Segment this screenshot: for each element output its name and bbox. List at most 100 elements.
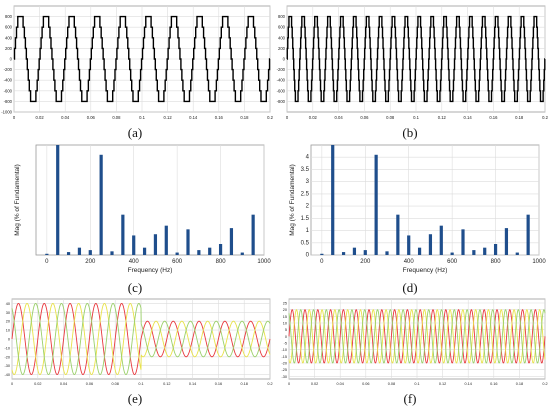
y-tick-label: -40: [5, 373, 11, 377]
bar: [142, 247, 147, 255]
chart-f: 0 0.02 0.04 0.06 0.08 0.1 0.12 0.14 0.16 0.18 0.2 2…: [275, 296, 550, 391]
x-tick-label: 0.08: [112, 382, 119, 386]
y-tick-label: -400: [277, 78, 286, 83]
y-tick-label: 15: [283, 315, 287, 319]
y-tick-label: 40: [6, 302, 10, 306]
chart-d-svg: 0 200 400 600 800 1000 4 3.5 3 2.5 2 1.5 1 0.5 0 Freque…: [289, 144, 546, 274]
x-tick-label: 0.1: [139, 115, 145, 120]
y-tick-label: -30: [5, 364, 11, 368]
chart-f-svg: 0 0.02 0.04 0.06 0.08 0.1 0.12 0.14 0.16 0.18 0.2 2…: [282, 298, 548, 386]
y-tick-label: 400: [278, 35, 286, 40]
bar: [66, 252, 71, 255]
y-tick-label: 20: [6, 320, 10, 324]
x-tick-label: 0: [11, 382, 13, 386]
y-tick-label: 0: [8, 338, 10, 342]
y-tick-label: 10: [6, 329, 10, 333]
x-tick-label: 0.02: [309, 115, 318, 120]
y-tick-label: -10: [5, 346, 11, 350]
bar: [99, 154, 103, 255]
bar: [331, 145, 335, 255]
x-tick-label: 0.16: [489, 115, 498, 120]
series-line: [288, 309, 546, 364]
y-tick-label: -800: [277, 99, 286, 104]
bar: [164, 225, 168, 255]
x-tick-label: 0.06: [362, 382, 369, 386]
chart-a: 0 0.02 0.04 0.06 0.08 0.1 0.12 0.14 0.16 0.18 0.2 8…: [0, 0, 275, 125]
y-tick-label: -800: [4, 99, 13, 104]
y-tick-label: -600: [277, 88, 286, 93]
x-tick-label: 0.16: [215, 382, 222, 386]
x-tick-label: 0.06: [87, 115, 96, 120]
bar: [363, 250, 367, 255]
chart-c-svg: 0 200 400 600 800 1000 Frequency (Hz) Mag (% of…: [14, 144, 271, 274]
y-axis-label: Mag (% of Fundamental): [14, 164, 21, 236]
y-tick-label: -1000: [1, 110, 12, 115]
bar: [374, 154, 378, 255]
y-tick-label: 200: [278, 46, 286, 51]
x-tick-label: 0.06: [360, 115, 369, 120]
y-tick-label: 30: [6, 311, 10, 315]
chart-d: 0 200 400 600 800 1000 4 3.5 3 2.5 2 1.5 1 0.5 0 Freque…: [275, 140, 550, 280]
x-tick-label: 0.12: [163, 382, 170, 386]
y-tick-label: 800: [5, 14, 13, 19]
x-tick-label: 1000: [532, 259, 546, 265]
x-tick-label: 400: [404, 259, 415, 265]
y-tick-label: 0.5: [301, 240, 310, 246]
x-tick-label: 0.18: [516, 382, 523, 386]
y-tick-label: 0: [285, 335, 287, 339]
x-tick-label: 200: [85, 259, 96, 265]
caption-b: (b): [402, 125, 418, 140]
series-line: [13, 15, 271, 103]
x-tick-label: 0.08: [112, 115, 121, 120]
chart-c: 0 200 400 600 800 1000 Frequency (Hz) Mag (% of…: [0, 140, 275, 280]
x-tick-label: 0: [45, 259, 49, 265]
bar: [428, 234, 433, 255]
y-tick-label: 1.5: [301, 216, 310, 222]
y-tick-label: 1: [306, 228, 310, 234]
caption-d: (d): [402, 280, 418, 295]
plot-area: [35, 144, 265, 256]
bar: [439, 225, 443, 255]
y-tick-label: -200: [4, 67, 13, 72]
x-tick-label: 0.12: [438, 115, 447, 120]
bar: [240, 252, 244, 255]
x-tick-label: 0.18: [241, 382, 248, 386]
y-tick-label: -30: [282, 375, 288, 379]
x-tick-label: 0.14: [465, 382, 472, 386]
y-tick-label: 3: [306, 179, 310, 185]
series-line: [288, 309, 546, 364]
x-tick-label: 0: [288, 382, 290, 386]
bar: [132, 235, 136, 255]
y-tick-label: 5: [285, 328, 287, 332]
bar: [493, 244, 498, 255]
x-tick-label: 0.02: [36, 115, 45, 120]
x-axis-label: Frequency (Hz): [403, 267, 448, 274]
x-tick-label: 0.2: [542, 115, 548, 120]
caption-f: (f): [403, 391, 417, 406]
y-tick-label: -20: [5, 355, 11, 359]
x-tick-label: 0: [320, 259, 324, 265]
y-tick-label: 200: [5, 46, 13, 51]
x-tick-label: 0.2: [267, 115, 273, 120]
x-tick-label: 600: [447, 259, 458, 265]
bar: [407, 235, 411, 255]
y-axis-label: Mag (% of Fundamental): [289, 164, 296, 236]
chart-a-svg: 0 0.02 0.04 0.06 0.08 0.1 0.12 0.14 0.16 0.18 0.2 8…: [1, 5, 274, 120]
caption-c: (c): [127, 280, 143, 295]
x-tick-label: 0.02: [311, 382, 318, 386]
bar: [504, 228, 509, 255]
y-tick-label: 4: [306, 155, 310, 161]
y-tick-label: -400: [4, 78, 13, 83]
y-tick-label: 0: [10, 57, 13, 62]
caption-a: (a): [127, 125, 143, 140]
x-tick-label: 0.04: [61, 115, 70, 120]
bar: [175, 252, 179, 255]
x-tick-label: 600: [172, 259, 183, 265]
bar: [121, 214, 125, 255]
bar: [385, 251, 389, 255]
series-line: [11, 302, 271, 376]
series-line: [11, 302, 271, 376]
y-tick-label: -25: [282, 368, 288, 372]
bar: [461, 229, 465, 255]
bar: [45, 253, 49, 255]
